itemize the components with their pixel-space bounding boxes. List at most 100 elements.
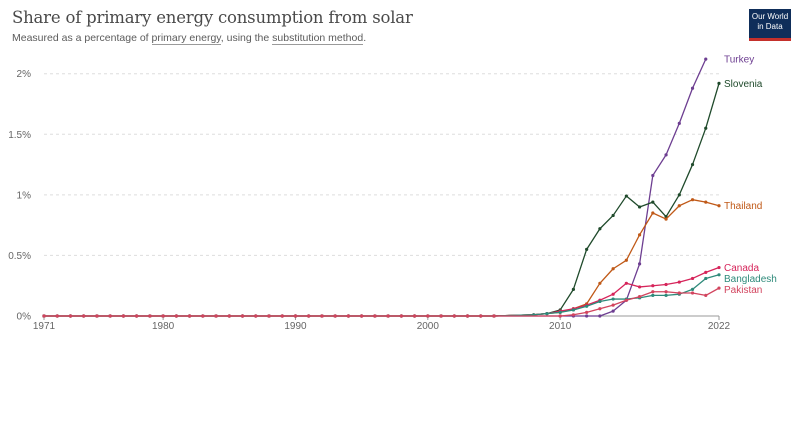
point-bangladesh[interactable] bbox=[704, 276, 708, 281]
point-thailand[interactable] bbox=[704, 200, 708, 204]
point-bangladesh[interactable] bbox=[611, 297, 615, 301]
point-pakistan[interactable] bbox=[611, 303, 615, 307]
series-bangladesh[interactable] bbox=[42, 273, 721, 318]
point-slovenia[interactable] bbox=[704, 126, 708, 130]
series-label-bangladesh[interactable]: Bangladesh bbox=[724, 274, 777, 285]
point-canada[interactable] bbox=[637, 285, 642, 289]
point-pakistan[interactable] bbox=[585, 310, 589, 314]
point-pakistan[interactable] bbox=[68, 314, 73, 318]
series-label-thailand[interactable]: Thailand bbox=[724, 201, 762, 212]
point-slovenia[interactable] bbox=[598, 227, 602, 231]
point-canada[interactable] bbox=[651, 284, 655, 288]
point-thailand[interactable] bbox=[690, 198, 695, 202]
point-pakistan[interactable] bbox=[148, 314, 152, 318]
point-turkey[interactable] bbox=[690, 86, 695, 90]
point-pakistan[interactable] bbox=[452, 314, 456, 318]
point-pakistan[interactable] bbox=[42, 314, 46, 318]
point-bangladesh[interactable] bbox=[598, 299, 602, 304]
point-pakistan[interactable] bbox=[717, 286, 721, 290]
series-label-canada[interactable]: Canada bbox=[724, 263, 759, 274]
point-bangladesh[interactable] bbox=[585, 304, 589, 308]
point-turkey[interactable] bbox=[585, 314, 589, 318]
point-pakistan[interactable] bbox=[161, 314, 165, 318]
point-bangladesh[interactable] bbox=[651, 293, 655, 297]
series-canada[interactable] bbox=[42, 265, 721, 318]
point-thailand[interactable] bbox=[611, 267, 615, 271]
point-pakistan[interactable] bbox=[201, 314, 205, 318]
series-label-turkey[interactable]: Turkey bbox=[724, 55, 754, 66]
point-pakistan[interactable] bbox=[704, 293, 708, 297]
point-pakistan[interactable] bbox=[254, 314, 258, 318]
series-slovenia[interactable] bbox=[42, 81, 721, 318]
primary-energy-link[interactable]: primary energy bbox=[151, 32, 221, 45]
point-slovenia[interactable] bbox=[585, 247, 589, 251]
point-pakistan[interactable] bbox=[637, 295, 642, 299]
point-pakistan[interactable] bbox=[690, 291, 695, 295]
point-pakistan[interactable] bbox=[280, 314, 284, 318]
point-pakistan[interactable] bbox=[373, 314, 377, 318]
point-pakistan[interactable] bbox=[82, 314, 86, 318]
point-pakistan[interactable] bbox=[214, 314, 218, 318]
point-bangladesh[interactable] bbox=[558, 310, 562, 314]
point-slovenia[interactable] bbox=[690, 162, 695, 167]
series-label-slovenia[interactable]: Slovenia bbox=[724, 79, 763, 90]
series-turkey[interactable] bbox=[42, 57, 708, 318]
point-pakistan[interactable] bbox=[267, 314, 271, 318]
point-pakistan[interactable] bbox=[346, 314, 351, 318]
point-pakistan[interactable] bbox=[320, 314, 324, 318]
point-pakistan[interactable] bbox=[240, 314, 245, 318]
point-pakistan[interactable] bbox=[55, 314, 59, 318]
point-pakistan[interactable] bbox=[386, 314, 390, 318]
point-pakistan[interactable] bbox=[492, 314, 496, 318]
point-canada[interactable] bbox=[690, 276, 695, 281]
series-line-slovenia[interactable] bbox=[44, 83, 720, 317]
point-pakistan[interactable] bbox=[360, 314, 364, 318]
point-pakistan[interactable] bbox=[558, 314, 562, 318]
point-pakistan[interactable] bbox=[677, 291, 681, 295]
point-thailand[interactable] bbox=[637, 233, 642, 237]
point-turkey[interactable] bbox=[611, 309, 615, 313]
point-pakistan[interactable] bbox=[479, 314, 483, 318]
point-pakistan[interactable] bbox=[465, 314, 470, 318]
series-line-turkey[interactable] bbox=[44, 58, 707, 317]
point-pakistan[interactable] bbox=[624, 298, 628, 302]
point-pakistan[interactable] bbox=[227, 314, 231, 318]
point-pakistan[interactable] bbox=[121, 314, 126, 318]
point-slovenia[interactable] bbox=[717, 81, 721, 85]
point-pakistan[interactable] bbox=[439, 314, 443, 318]
point-pakistan[interactable] bbox=[598, 307, 602, 311]
point-pakistan[interactable] bbox=[664, 290, 668, 294]
point-pakistan[interactable] bbox=[307, 314, 311, 318]
point-slovenia[interactable] bbox=[651, 200, 655, 204]
point-pakistan[interactable] bbox=[412, 314, 417, 318]
point-canada[interactable] bbox=[704, 270, 708, 274]
point-pakistan[interactable] bbox=[426, 314, 430, 318]
point-thailand[interactable] bbox=[677, 204, 681, 208]
point-thailand[interactable] bbox=[651, 211, 655, 215]
point-thailand[interactable] bbox=[598, 281, 602, 285]
point-bangladesh[interactable] bbox=[571, 308, 576, 312]
point-pakistan[interactable] bbox=[95, 314, 99, 318]
series-line-pakistan[interactable] bbox=[44, 287, 720, 317]
point-bangladesh[interactable] bbox=[690, 287, 695, 291]
point-pakistan[interactable] bbox=[135, 314, 139, 318]
series-line-canada[interactable] bbox=[44, 266, 720, 317]
point-slovenia[interactable] bbox=[637, 205, 642, 209]
point-canada[interactable] bbox=[717, 265, 721, 270]
point-pakistan[interactable] bbox=[651, 290, 655, 294]
point-turkey[interactable] bbox=[664, 153, 668, 157]
point-bangladesh[interactable] bbox=[717, 273, 721, 277]
point-pakistan[interactable] bbox=[108, 314, 112, 318]
point-turkey[interactable] bbox=[651, 173, 655, 178]
point-thailand[interactable] bbox=[717, 204, 721, 208]
point-pakistan[interactable] bbox=[571, 313, 576, 317]
point-canada[interactable] bbox=[624, 281, 628, 285]
point-pakistan[interactable] bbox=[174, 314, 178, 318]
point-bangladesh[interactable] bbox=[545, 311, 549, 316]
point-pakistan[interactable] bbox=[187, 314, 192, 318]
series-line-bangladesh[interactable] bbox=[44, 274, 720, 317]
point-pakistan[interactable] bbox=[333, 314, 337, 318]
point-bangladesh[interactable] bbox=[664, 293, 668, 297]
point-turkey[interactable] bbox=[598, 314, 602, 318]
point-thailand[interactable] bbox=[664, 217, 668, 221]
